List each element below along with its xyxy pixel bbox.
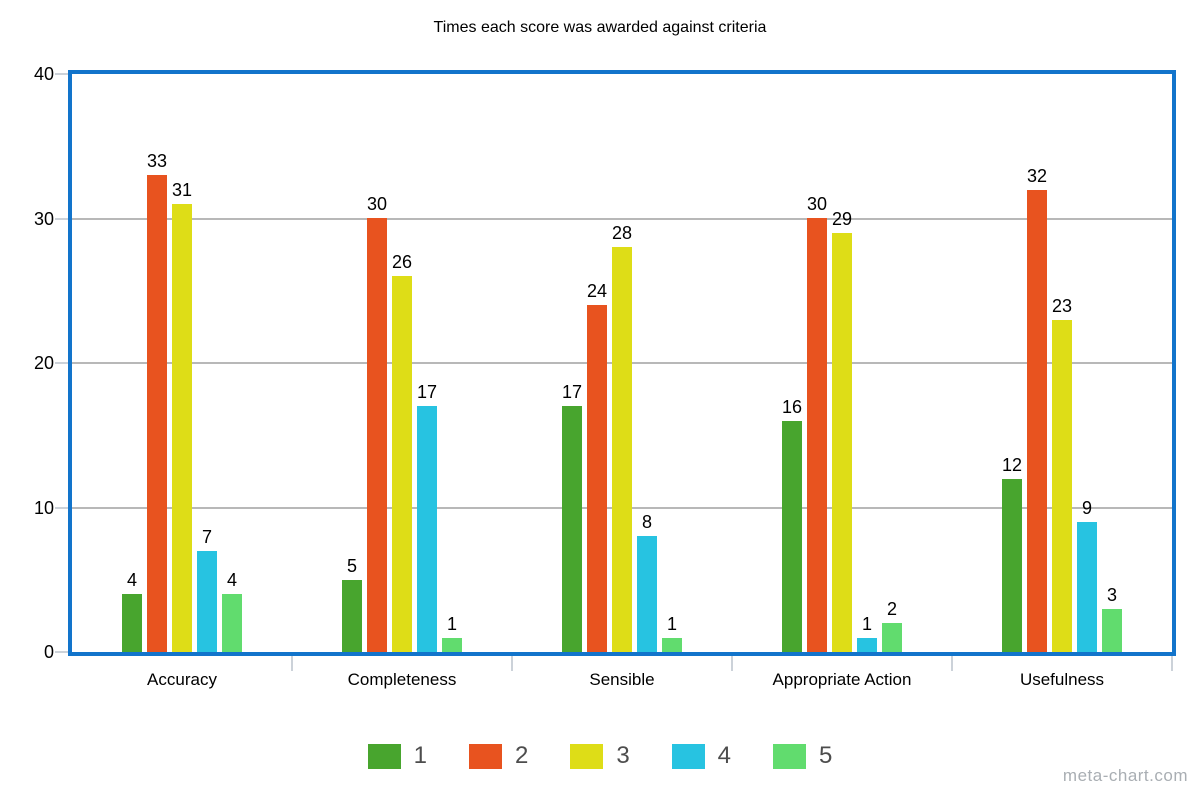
bar-value-label: 1: [861, 614, 872, 634]
legend-label: 3: [616, 742, 630, 769]
bar-sensible-score-4: [637, 536, 657, 652]
y-axis-tick-mark: [55, 651, 68, 653]
bar-appropriate-action-score-2: [807, 218, 827, 652]
legend-swatch-icon: [773, 743, 807, 769]
bar-value-label: 32: [1026, 166, 1048, 186]
bar-accuracy-score-5: [222, 594, 242, 652]
y-axis-tick-label: 40: [33, 64, 54, 84]
bar-appropriate-action-score-1: [782, 421, 802, 652]
bar-value-label: 4: [226, 570, 237, 590]
bar-value-label: 28: [611, 223, 633, 243]
bar-appropriate-action-score-4: [857, 638, 877, 652]
x-axis-category-label: Sensible: [589, 670, 655, 689]
y-axis-tick-mark: [55, 506, 68, 509]
bar-value-label: 12: [1001, 455, 1023, 475]
legend-item-score-1: 1: [367, 742, 427, 770]
bar-value-label: 30: [806, 194, 828, 214]
bar-usefulness-score-3: [1052, 320, 1072, 652]
bar-completeness-score-1: [342, 580, 362, 652]
bar-usefulness-score-4: [1077, 522, 1097, 652]
bar-accuracy-score-4: [197, 551, 217, 652]
bar-usefulness-score-5: [1102, 609, 1122, 652]
bar-sensible-score-3: [612, 247, 632, 652]
watermark: meta-chart.com: [1062, 766, 1188, 785]
bar-value-label: 30: [366, 194, 388, 214]
legend-label: 2: [514, 742, 529, 769]
bar-accuracy-score-1: [122, 594, 142, 652]
x-axis-category-label: Completeness: [347, 670, 457, 689]
bar-value-label: 29: [831, 209, 853, 229]
bar-completeness-score-2: [367, 218, 387, 652]
bar-value-label: 1: [666, 614, 677, 634]
x-axis-category-label: Accuracy: [147, 670, 217, 689]
bar-value-label: 17: [561, 382, 583, 402]
y-axis-tick-label: 10: [33, 497, 54, 518]
bar-value-label: 3: [1106, 585, 1117, 605]
bar-appropriate-action-score-5: [882, 623, 902, 652]
legend-label: 4: [717, 742, 732, 769]
bar-completeness-score-5: [442, 638, 462, 652]
gridline-30: [72, 217, 1172, 220]
chart-title: Times each score was awarded against cri…: [433, 19, 767, 36]
legend-item-score-3: 3: [570, 742, 630, 770]
y-axis-tick-mark: [55, 217, 68, 220]
legend-swatch-icon: [468, 743, 502, 769]
bar-value-label: 23: [1051, 296, 1073, 316]
bar-accuracy-score-3: [172, 204, 192, 652]
bar-value-label: 7: [201, 527, 212, 547]
x-axis-tick-mark: [511, 656, 513, 671]
bars-layer: 4 33 31 7 4 5 30 26 17 1 17 24 28 8 1 16 30 29 1 2 12 32 23 9 3: [72, 74, 1172, 652]
bar-appropriate-action-score-3: [832, 233, 852, 652]
bar-value-label: 16: [781, 397, 803, 417]
x-axis-tick-mark: [731, 656, 733, 671]
bar-sensible-score-2: [587, 305, 607, 652]
bar-sensible-score-5: [662, 638, 682, 652]
bar-completeness-score-4: [417, 406, 437, 652]
legend-item-score-2: 2: [468, 742, 529, 770]
bar-value-label: 33: [146, 151, 168, 171]
bar-value-label: 2: [886, 599, 897, 619]
bar-usefulness-score-1: [1002, 479, 1022, 652]
bar-value-label: 1: [446, 614, 457, 634]
x-axis-category-label: Appropriate Action: [772, 670, 912, 689]
bar-completeness-score-3: [392, 276, 412, 652]
x-axis-category-label: Usefulness: [1019, 670, 1105, 689]
plot-frame: [68, 70, 1176, 656]
bar-value-label: 8: [641, 512, 652, 532]
bar-value-label: 26: [391, 252, 413, 272]
bar-usefulness-score-2: [1027, 190, 1047, 652]
legend-label: 1: [413, 742, 427, 769]
bar-sensible-score-1: [562, 406, 582, 652]
bar-value-label: 5: [346, 556, 357, 576]
x-axis-tick-mark: [291, 656, 293, 671]
y-axis-tick-label: 30: [33, 208, 54, 229]
bar-value-label: 31: [171, 180, 193, 200]
y-axis-tick-mark: [55, 73, 68, 75]
legend-label: 5: [819, 742, 833, 769]
bar-value-label: 24: [586, 281, 608, 301]
bar-value-label: 9: [1081, 498, 1092, 518]
bar-value-label: 17: [416, 382, 438, 402]
bar-accuracy-score-2: [147, 175, 167, 652]
y-axis-tick-label: 20: [33, 353, 54, 373]
x-axis-tick-mark: [951, 656, 953, 671]
legend-swatch-icon: [367, 743, 401, 769]
bar-value-label: 4: [126, 570, 137, 590]
legend: 1 2 3 4 5: [0, 742, 1200, 770]
legend-item-score-4: 4: [671, 742, 732, 770]
y-axis-tick-label: 0: [43, 642, 54, 662]
legend-item-score-5: 5: [773, 742, 832, 770]
legend-swatch-icon: [570, 743, 604, 769]
x-axis-tick-mark: [1171, 656, 1173, 671]
y-axis-tick-mark: [55, 362, 68, 364]
legend-swatch-icon: [671, 743, 705, 769]
